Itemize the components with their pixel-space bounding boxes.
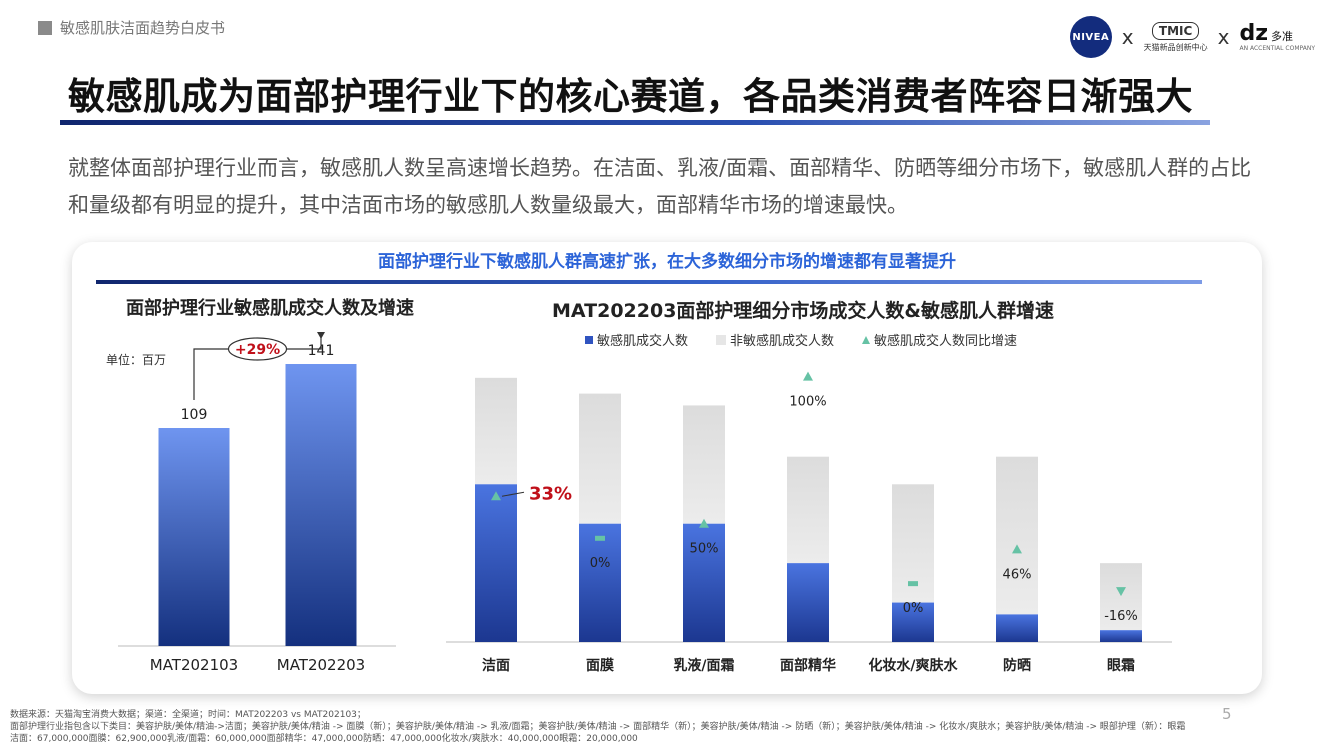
left-chart-category-label: MAT202203 <box>277 656 365 674</box>
legend-label: 非敏感肌成交人数 <box>730 334 835 349</box>
right-chart-legend: 敏感肌成交人数 非敏感肌成交人数 敏感肌成交人数同比增速 <box>585 330 1017 349</box>
growth-value-label: 50% <box>690 542 719 557</box>
left-chart-growth-badge <box>227 337 288 361</box>
growth-down-marker <box>1116 587 1126 597</box>
logo-separator: x <box>1121 25 1134 49</box>
right-chart-category-label: 防晒 <box>1003 657 1031 674</box>
dz-logo-mark: dz <box>1239 20 1269 46</box>
footnote-line: 数据来源：天猫淘宝消费大数据；渠道：全渠道；时间：MAT202203 vs MA… <box>10 710 366 720</box>
right-chart-bar-sensitive <box>683 523 725 642</box>
left-chart-growth-label: +29% <box>235 342 280 358</box>
right-chart-title: MAT202203面部护理细分市场成交人数&敏感肌人群增速 <box>552 300 1054 322</box>
left-chart-bar <box>285 364 357 646</box>
right-chart-bar-sensitive <box>1100 630 1142 642</box>
page-number: 5 <box>1222 705 1232 723</box>
legend-item-non-sensitive: 非敏感肌成交人数 <box>716 330 834 349</box>
right-chart-bar-sensitive <box>996 614 1038 642</box>
growth-up-marker <box>1012 544 1022 554</box>
right-chart-category-label: 面部精华 <box>780 657 836 674</box>
left-chart-value-label: 109 <box>181 407 208 423</box>
footnote-line: 洁面：67,000,000面膜：62,900,000乳液/面霜：60,000,0… <box>10 734 638 744</box>
left-chart-unit: 单位：百万 <box>106 353 167 367</box>
title-underline <box>60 120 1210 125</box>
growth-value-label: -16% <box>1104 609 1138 624</box>
right-chart-bar-sensitive <box>475 484 517 642</box>
legend-item-sensitive: 敏感肌成交人数 <box>585 330 688 349</box>
legend-label: 敏感肌成交人数同比增速 <box>874 334 1018 349</box>
growth-up-marker <box>491 491 501 501</box>
dz-logo-subtitle: AN ACCENTIAL COMPANY <box>1239 44 1315 52</box>
intro-paragraph: 就整体面部护理行业而言，敏感肌人数呈高速增长趋势。在洁面、乳液/面霜、面部精华、… <box>68 156 1252 217</box>
dz-logo: dz 多准 AN ACCENTIAL COMPANY <box>1239 20 1315 52</box>
left-chart-value-label: 141 <box>308 343 335 359</box>
growth-value-label: 0% <box>590 556 611 571</box>
right-chart-bar-non-sensitive <box>683 405 725 524</box>
document-title: 敏感肌肤洁面趋势白皮书 <box>60 19 226 37</box>
right-chart-bar-non-sensitive <box>996 456 1038 615</box>
right-chart-bar-non-sensitive <box>579 393 621 524</box>
partner-logos: NIVEA x TMIC 天猫新品创新中心 x dz 多准 AN ACCENTI… <box>1069 14 1315 60</box>
growth-value-label: 33% <box>529 483 572 504</box>
legend-label: 敏感肌成交人数 <box>597 334 689 349</box>
banner-underline <box>96 280 1202 284</box>
header-marker <box>38 21 52 35</box>
right-chart-bar-non-sensitive <box>475 377 517 485</box>
right-chart-category-label: 眼霜 <box>1107 657 1135 674</box>
right-chart-bar-sensitive <box>787 563 829 642</box>
tmic-logo: TMIC 天猫新品创新中心 <box>1143 21 1208 53</box>
left-chart-bar <box>158 428 230 646</box>
slide-title: 敏感肌成为面部护理行业下的核心赛道，各品类消费者阵容日渐强大 <box>68 75 1193 118</box>
left-chart-growth-arrow <box>317 332 325 339</box>
logo-separator: x <box>1217 25 1230 49</box>
right-chart-category-label: 洁面 <box>482 657 510 674</box>
right-chart-bar-non-sensitive <box>1100 563 1142 631</box>
right-chart-bar-sensitive <box>892 602 934 642</box>
growth-value-label: 100% <box>789 395 826 410</box>
growth-flat-marker <box>595 535 605 541</box>
right-chart-category-label: 化妆水/爽肤水 <box>868 657 958 674</box>
nivea-logo: NIVEA <box>1069 16 1112 58</box>
growth-value-label: 46% <box>1003 567 1032 582</box>
left-chart-category-label: MAT202103 <box>150 656 238 674</box>
legend-triangle-icon <box>862 335 871 344</box>
chart-panel <box>72 242 1262 694</box>
dz-logo-cn: 多准 <box>1271 29 1294 43</box>
right-chart-bar-non-sensitive <box>787 456 829 564</box>
growth-callout-line <box>501 491 525 497</box>
tmic-logo-mark: TMIC <box>1151 21 1200 40</box>
right-chart-category-label: 面膜 <box>586 657 614 674</box>
growth-flat-marker <box>908 581 918 587</box>
legend-swatch-non-sensitive <box>716 334 727 345</box>
tmic-logo-subtitle: 天猫新品创新中心 <box>1143 42 1208 52</box>
footnote: 数据来源：天猫淘宝消费大数据；渠道：全渠道；时间：MAT202203 vs MA… <box>10 709 1330 745</box>
growth-up-marker <box>699 518 709 528</box>
growth-up-marker <box>803 371 813 381</box>
legend-swatch-sensitive <box>585 335 593 344</box>
left-chart-title: 面部护理行业敏感肌成交人数及增速 <box>126 298 414 319</box>
legend-item-growth: 敏感肌成交人数同比增速 <box>862 330 1017 349</box>
panel-banner: 面部护理行业下敏感肌人群高速扩张，在大多数细分市场的增速都有显著提升 <box>378 252 956 272</box>
right-chart-category-label: 乳液/面霜 <box>673 657 734 674</box>
right-chart-bar-sensitive <box>579 523 621 642</box>
growth-value-label: 0% <box>903 601 924 616</box>
footnote-line: 面部护理行业指包含以下类目：美容护肤/美体/精油->洁面；美容护肤/美体/精油 … <box>10 722 1186 732</box>
